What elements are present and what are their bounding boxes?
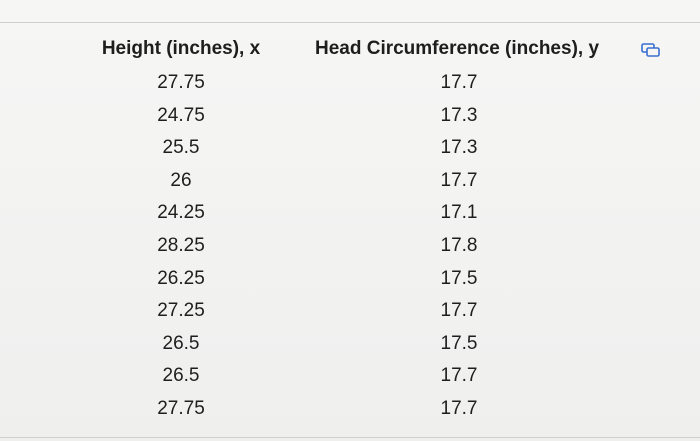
top-border bbox=[0, 22, 700, 23]
table-cell: 24.25 bbox=[157, 202, 205, 224]
table-cell: 17.7 bbox=[440, 169, 478, 191]
table-cell: 26 bbox=[170, 169, 192, 191]
table-cell: 17.7 bbox=[440, 398, 478, 419]
table-cell: 24.75 bbox=[157, 104, 205, 126]
table-cell: 26.25 bbox=[157, 267, 205, 289]
table-cell: 17.8 bbox=[440, 235, 478, 256]
column-header: Head Circumference (inches), y bbox=[314, 38, 600, 59]
table-cell: 17.3 bbox=[440, 104, 478, 126]
table-cell: 17.5 bbox=[440, 332, 478, 354]
column-header: Height (inches), x bbox=[101, 38, 261, 59]
table-cell: 17.1 bbox=[440, 202, 478, 224]
table-cell: 17.3 bbox=[440, 137, 478, 159]
table-cell: 26.5 bbox=[162, 365, 200, 387]
table-cell: 27.75 bbox=[157, 398, 205, 419]
table-cell: 26.5 bbox=[162, 332, 200, 354]
table-cell: 27.75 bbox=[157, 72, 205, 93]
table-cell: 17.7 bbox=[440, 300, 478, 322]
table-cell: 27.25 bbox=[157, 300, 205, 322]
table-cell: 25.5 bbox=[162, 137, 200, 159]
table-cell: 17.7 bbox=[440, 72, 478, 93]
table-cell: 17.7 bbox=[440, 365, 478, 387]
bottom-border bbox=[0, 437, 700, 438]
copy-icon[interactable] bbox=[640, 42, 662, 58]
table-cell: 28.25 bbox=[157, 235, 205, 256]
table-cell: 17.5 bbox=[440, 267, 478, 289]
